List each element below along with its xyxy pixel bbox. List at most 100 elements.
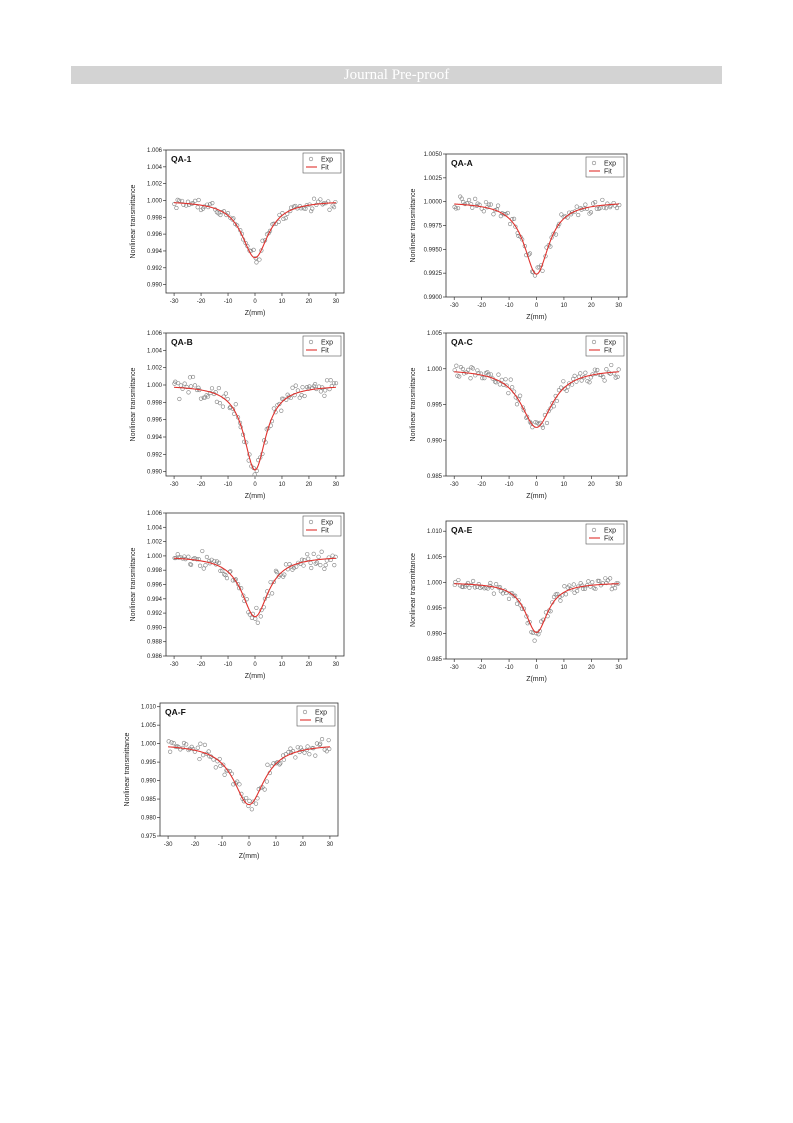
exp-point (290, 385, 295, 390)
exp-point (580, 586, 586, 591)
y-tick-label: 1.000 (147, 554, 163, 560)
exp-point (551, 594, 557, 600)
x-tick-label: 30 (333, 482, 340, 488)
fit-curve (454, 583, 619, 633)
x-axis-label: Z(mm) (526, 493, 547, 500)
y-tick-label: 1.010 (141, 705, 157, 711)
exp-point (230, 217, 235, 222)
exp-point (258, 785, 263, 790)
exp-point (259, 248, 264, 253)
legend-fit-label: Fit (604, 169, 612, 176)
exp-point (253, 801, 259, 806)
exp-point (492, 379, 498, 384)
exp-point (452, 582, 457, 588)
exp-point (561, 379, 566, 384)
exp-point (608, 203, 613, 208)
exp-point (601, 374, 606, 380)
x-tick-label: -20 (477, 303, 486, 309)
legend-exp-label: Exp (321, 157, 333, 164)
y-tick-label: 0.996 (147, 418, 163, 424)
y-axis-label: Nonlinear transmittance (130, 184, 137, 258)
exp-point (563, 214, 568, 219)
exp-point (249, 807, 254, 812)
exp-point (252, 472, 257, 477)
x-tick-label: -10 (224, 299, 233, 305)
x-tick-label: 20 (306, 299, 313, 305)
exp-point (288, 746, 293, 751)
exp-point (572, 373, 577, 378)
exp-point (299, 557, 305, 562)
exp-series (166, 736, 332, 812)
exp-point (462, 371, 467, 376)
exp-point (603, 576, 608, 581)
exp-point (605, 201, 610, 206)
exp-point (311, 196, 317, 201)
y-axis-label: Nonlinear transmittance (130, 547, 137, 621)
exp-point (558, 385, 564, 390)
exp-point (494, 581, 499, 587)
exp-point (197, 756, 202, 762)
exp-point (613, 586, 618, 591)
exp-series (452, 576, 621, 643)
exp-point (485, 586, 490, 591)
chart-svg: -30 -20 -10 0 10 20 30 0.990 0.992 0.994 0.996 0.99… (130, 148, 345, 317)
x-tick-label: 20 (306, 662, 313, 668)
y-tick-label: 1.000 (147, 198, 163, 204)
y-tick-label: 0.990 (147, 283, 163, 289)
legend-fit-label: Fit (315, 718, 323, 725)
exp-point (265, 762, 270, 767)
y-tick-label: 0.995 (427, 403, 443, 409)
y-tick-label: 0.9975 (424, 224, 443, 230)
exp-point (184, 742, 189, 747)
exp-point (307, 752, 312, 757)
exp-point (282, 572, 287, 577)
exp-point (232, 577, 238, 583)
exp-point (253, 616, 258, 621)
exp-point (187, 375, 193, 380)
x-tick-label: 30 (333, 299, 340, 305)
exp-point (168, 749, 173, 754)
exp-point (585, 379, 590, 384)
exp-point (267, 228, 273, 233)
y-tick-label: 0.990 (427, 438, 443, 444)
exp-point (209, 386, 215, 391)
exp-point (562, 584, 567, 589)
exp-point (592, 367, 597, 372)
x-tick-label: 0 (253, 662, 257, 668)
exp-point (314, 560, 320, 565)
y-tick-label: 1.010 (427, 529, 443, 535)
x-tick-label: 20 (306, 482, 313, 488)
exp-point (614, 205, 620, 211)
chart-panel: -30 -20 -10 0 10 20 30 0.985 0.990 0.995 1.000 1.00… (408, 515, 633, 685)
exp-point (188, 384, 194, 389)
exp-point (491, 212, 496, 217)
exp-point (251, 247, 256, 252)
exp-point (481, 209, 486, 214)
y-axis-label: Nonlinear transmittance (124, 732, 131, 806)
exp-point (293, 383, 298, 388)
x-tick-label: -30 (170, 482, 179, 488)
exp-point (514, 601, 520, 606)
panel-label: QA-C (451, 337, 473, 347)
exp-point (527, 419, 533, 424)
exp-point (488, 580, 493, 586)
exp-series (452, 194, 622, 278)
exp-point (309, 565, 314, 571)
panel-label: QA-E (451, 525, 473, 535)
exp-point (486, 202, 492, 207)
exp-point (508, 591, 513, 596)
exp-point (501, 212, 507, 217)
x-tick-label: -20 (477, 665, 486, 671)
exp-point (572, 590, 577, 595)
exp-point (454, 363, 459, 368)
y-tick-label: 0.980 (141, 816, 157, 822)
y-tick-label: 1.005 (427, 555, 443, 561)
y-tick-label: 0.992 (147, 611, 163, 617)
exp-point (247, 798, 252, 803)
exp-point (507, 221, 513, 227)
exp-point (254, 605, 259, 611)
exp-point (181, 740, 187, 746)
exp-point (188, 562, 193, 567)
exp-point (278, 761, 283, 766)
exp-point (318, 389, 323, 394)
